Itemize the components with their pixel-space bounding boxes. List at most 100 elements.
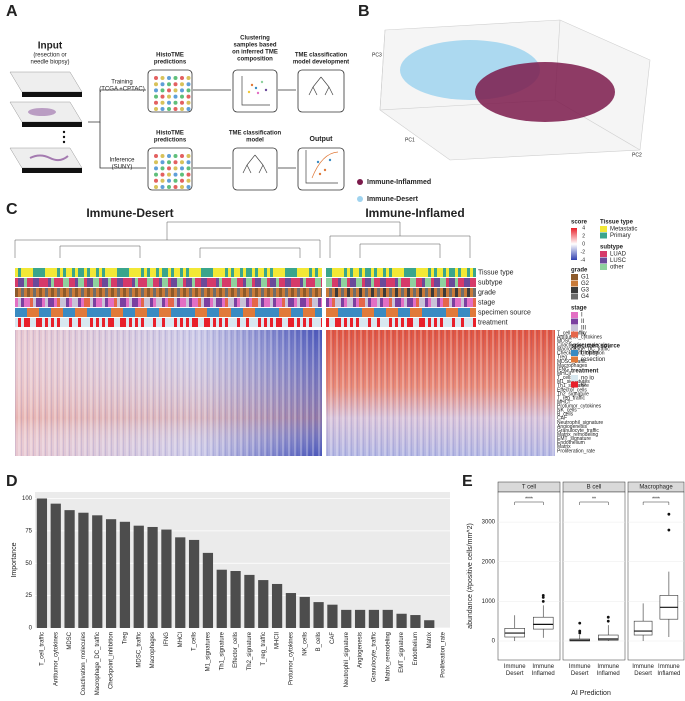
annotation-cell (225, 298, 228, 307)
annotation-cell (36, 318, 39, 327)
step-label: Output (310, 136, 334, 143)
annotation-cell (30, 278, 33, 287)
annotation-cell (371, 318, 374, 327)
row-label: Treg (557, 355, 567, 361)
annotation-cell (326, 318, 329, 327)
annotation-cell (168, 318, 171, 327)
dot (180, 82, 184, 87)
annotation-cell (288, 318, 291, 327)
dot (173, 185, 178, 189)
annotation-cell (294, 278, 297, 287)
annotation-cell (72, 288, 75, 297)
annotation-cell (473, 318, 476, 327)
annotation-cell (24, 288, 27, 297)
dot (154, 172, 158, 177)
row-label: Angiogenesis (557, 424, 588, 430)
annotation-cell (380, 268, 383, 277)
legend-swatch (357, 179, 363, 185)
annotation-cell (425, 318, 428, 327)
dot (167, 82, 171, 87)
annotation-cell (129, 308, 132, 317)
annotation-cell (228, 318, 231, 327)
annotation-cell (464, 268, 467, 277)
annotation-cell (455, 308, 458, 317)
annotation-cell (222, 308, 225, 317)
annotation-cell (431, 298, 434, 307)
annotation-cell (33, 288, 36, 297)
annotation-cell (99, 298, 102, 307)
annotation-cell (21, 308, 24, 317)
annotation-cell (467, 288, 470, 297)
annotation-cell (39, 298, 42, 307)
annotation-cell (449, 298, 452, 307)
annotation-cell (198, 278, 201, 287)
annotation-cell (111, 318, 114, 327)
annotation-cell (407, 298, 410, 307)
annotation-cell (350, 268, 353, 277)
bar (382, 609, 393, 628)
annotation-cell (255, 288, 258, 297)
annotation-cell (303, 268, 306, 277)
annotation-cell (111, 268, 114, 277)
annotation-cell (81, 278, 84, 287)
annotation-cell (264, 278, 267, 287)
annotation-cell (123, 278, 126, 287)
annotation-cell (96, 308, 99, 317)
annotation-cell (395, 318, 398, 327)
annotation-cell (180, 278, 183, 287)
step-label: composition (237, 57, 273, 63)
annotation-cell (147, 298, 150, 307)
annotation-cell (431, 308, 434, 317)
annotation-cell (434, 288, 437, 297)
annotation-cell (243, 278, 246, 287)
legend-swatch (571, 331, 578, 338)
dot (180, 178, 184, 183)
annotation-cell (312, 278, 315, 287)
annotation-cell (132, 298, 135, 307)
annotation-cell (434, 278, 437, 287)
annotation-cell (66, 318, 69, 327)
annotation-cell (222, 268, 225, 277)
annotation-cell (306, 268, 309, 277)
outlier (667, 528, 671, 532)
annotation-cell (126, 298, 129, 307)
annotation-cell (282, 288, 285, 297)
training-label: (TCGA +CPTAC) (99, 87, 144, 93)
annotation-cell (45, 278, 48, 287)
bar (133, 525, 144, 628)
annotation-cell (329, 268, 332, 277)
annotation-cell (15, 288, 18, 297)
annotation-cell (321, 268, 322, 277)
annotation-cell (75, 268, 78, 277)
row-label: T_reg_traffic (557, 395, 585, 401)
annotation-cell (183, 278, 186, 287)
annotation-cell (353, 288, 356, 297)
annotation-cell (234, 278, 237, 287)
significance-label: **** (652, 496, 660, 502)
annotation-cell (48, 318, 51, 327)
annotation-cell (294, 318, 297, 327)
annotation-cell (207, 298, 210, 307)
annotation-cell (123, 288, 126, 297)
dot (186, 100, 191, 105)
annotation-cell (240, 278, 243, 287)
annotation-cell (84, 298, 87, 307)
x-tick-label: Checkpoint_inhibition (109, 632, 115, 689)
step-label: TME classification (295, 53, 348, 59)
annotation-cell (135, 288, 138, 297)
annotation-cell (470, 308, 473, 317)
annotation-cell (338, 288, 341, 297)
annotation-cell (446, 318, 449, 327)
annotation-cell (183, 298, 186, 307)
annotation-cell (111, 288, 114, 297)
x-tick-label: Proliferation_rate (441, 631, 447, 677)
annotation-cell (42, 278, 45, 287)
annotation-cell (252, 318, 255, 327)
annotation-cell (204, 318, 207, 327)
annotation-cell (464, 278, 467, 287)
row-label: Coactivation_molecules (557, 343, 610, 349)
dot (186, 88, 191, 93)
annotation-cell (309, 298, 312, 307)
dot (180, 185, 184, 189)
dot (154, 154, 158, 158)
